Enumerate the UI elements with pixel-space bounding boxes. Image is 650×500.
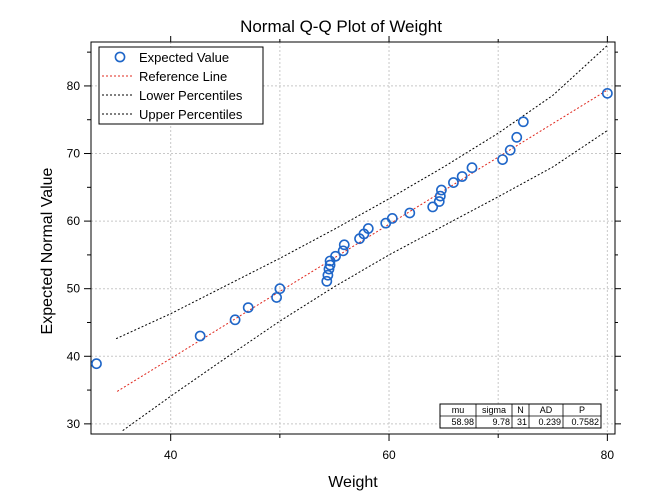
data-point — [229, 314, 241, 326]
stats-value-p: 0.7582 — [571, 417, 599, 427]
stats-value-mu: 58.98 — [451, 417, 474, 427]
data-point — [322, 269, 334, 281]
legend-marker-expected-value — [114, 51, 126, 63]
reference-line — [116, 89, 608, 392]
data-point — [271, 292, 282, 303]
data-point — [274, 283, 286, 295]
data-point — [433, 196, 445, 207]
x-tick-label: 40 — [164, 448, 178, 462]
data-point — [466, 162, 478, 174]
y-tick-label: 80 — [67, 79, 81, 93]
y-tick-label: 60 — [67, 214, 81, 228]
stats-header-n: N — [517, 405, 524, 415]
data-point — [337, 245, 349, 257]
data-point — [436, 184, 447, 196]
plot-area: 40 60 80 30 40 50 60 70 80 Expected Value Referenc… — [67, 36, 621, 462]
y-tick-label: 70 — [67, 147, 81, 161]
data-point — [362, 223, 374, 234]
data-point — [91, 358, 102, 370]
data-point — [386, 212, 398, 224]
data-point — [601, 87, 613, 99]
stats-value-n: 31 — [517, 417, 527, 427]
stats-header-p: P — [579, 405, 585, 415]
data-point — [511, 131, 523, 143]
legend-label: Lower Percentiles — [139, 88, 243, 103]
legend-box — [98, 46, 264, 125]
data-point — [338, 239, 350, 251]
data-point — [324, 259, 336, 271]
y-axis-title: Expected Normal Value — [39, 167, 56, 334]
data-point — [330, 250, 341, 262]
x-tick-label: 80 — [601, 448, 615, 462]
x-axis-title: Weight — [328, 474, 378, 491]
stats-header-mu: mu — [452, 405, 465, 415]
x-tick-label: 60 — [382, 448, 396, 462]
data-point — [456, 171, 468, 182]
data-point — [194, 330, 206, 342]
stats-header-ad: AD — [540, 405, 553, 415]
chart-title: Normal Q-Q Plot of Weight — [240, 17, 442, 36]
data-point — [434, 190, 446, 202]
legend-label: Upper Percentiles — [139, 107, 243, 122]
lower-percentiles-line — [122, 130, 608, 432]
y-tick-label: 30 — [67, 417, 81, 431]
y-tick-label: 50 — [67, 282, 81, 296]
data-point — [427, 201, 439, 213]
stats-value-sigma: 9.78 — [492, 417, 510, 427]
data-point — [321, 275, 333, 287]
stats-value-ad: 0.239 — [538, 417, 561, 427]
data-point — [404, 207, 416, 219]
plot-frame — [90, 41, 616, 435]
data-point — [242, 302, 254, 314]
data-point — [448, 177, 459, 188]
legend-label: Expected Value — [139, 50, 229, 65]
data-point — [497, 154, 508, 165]
data-point — [504, 144, 516, 156]
data-point — [517, 116, 529, 128]
legend-label: Reference Line — [139, 69, 227, 84]
stats-header-sigma: sigma — [482, 405, 506, 415]
y-tick-label: 40 — [67, 349, 81, 363]
